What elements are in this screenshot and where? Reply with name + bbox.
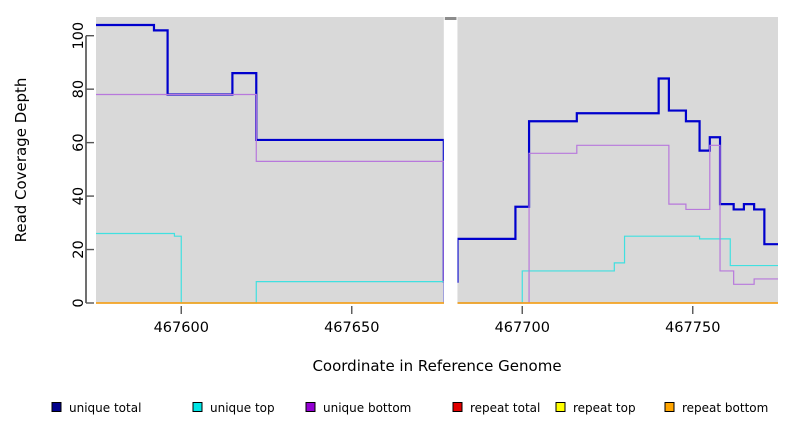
legend-item: repeat total <box>452 401 540 415</box>
y-tick-label: 100 <box>71 22 87 50</box>
legend-item: unique total <box>51 401 141 415</box>
plot-panel-right <box>457 17 778 303</box>
y-axis-title: Read Coverage Depth <box>12 78 30 243</box>
x-tick-label: 467650 <box>324 320 379 336</box>
legend-label-repeat-top: repeat top <box>573 401 636 415</box>
legend-swatch-unique-total <box>51 402 62 412</box>
y-tick-label: 0 <box>71 298 87 307</box>
y-tick-label: 20 <box>71 240 87 258</box>
series-layer <box>96 23 778 304</box>
legend-item: repeat bottom <box>664 401 768 415</box>
x-tick-label: 467600 <box>154 320 209 336</box>
plot-panels <box>96 17 778 303</box>
legend-swatch-unique-top <box>192 402 203 412</box>
series-line-unique-bottom <box>457 144 778 304</box>
x-tick-label: 467750 <box>665 320 720 336</box>
series-line-unique-bottom <box>96 93 444 304</box>
legend-label-repeat-total: repeat total <box>470 401 540 415</box>
legend-label-unique-total: unique total <box>69 401 141 415</box>
axis-labels: 0 20 40 60 80 100 467600 467650 467700 467750 Coor… <box>12 22 720 375</box>
legend-label-unique-bottom: unique bottom <box>323 401 411 415</box>
legend-label-repeat-bottom: repeat bottom <box>682 401 768 415</box>
series-line-unique-top <box>96 232 444 304</box>
legend-item: unique top <box>192 401 275 415</box>
axes-layer <box>85 35 694 314</box>
legend-swatch-repeat-top <box>555 402 566 412</box>
legend-swatch-repeat-bottom <box>664 402 675 412</box>
plot-panel-left <box>96 17 444 303</box>
legend-swatch-unique-bottom <box>305 402 316 412</box>
legend-item: unique bottom <box>305 401 411 415</box>
legend-swatch-repeat-total <box>452 402 463 412</box>
legend-label-unique-top: unique top <box>210 401 275 415</box>
y-tick-label: 80 <box>71 80 87 98</box>
y-tick-label: 60 <box>71 133 87 151</box>
series-line-unique-total <box>96 23 444 283</box>
x-tick-label: 467700 <box>495 320 550 336</box>
legend-item: repeat top <box>555 401 636 415</box>
series-line-unique-total <box>457 77 778 283</box>
chart-legend: unique total unique top unique bottom repea… <box>51 401 768 415</box>
gap-marker-icon <box>444 17 457 20</box>
x-axis-title: Coordinate in Reference Genome <box>312 357 561 375</box>
y-tick-label: 40 <box>71 187 87 205</box>
